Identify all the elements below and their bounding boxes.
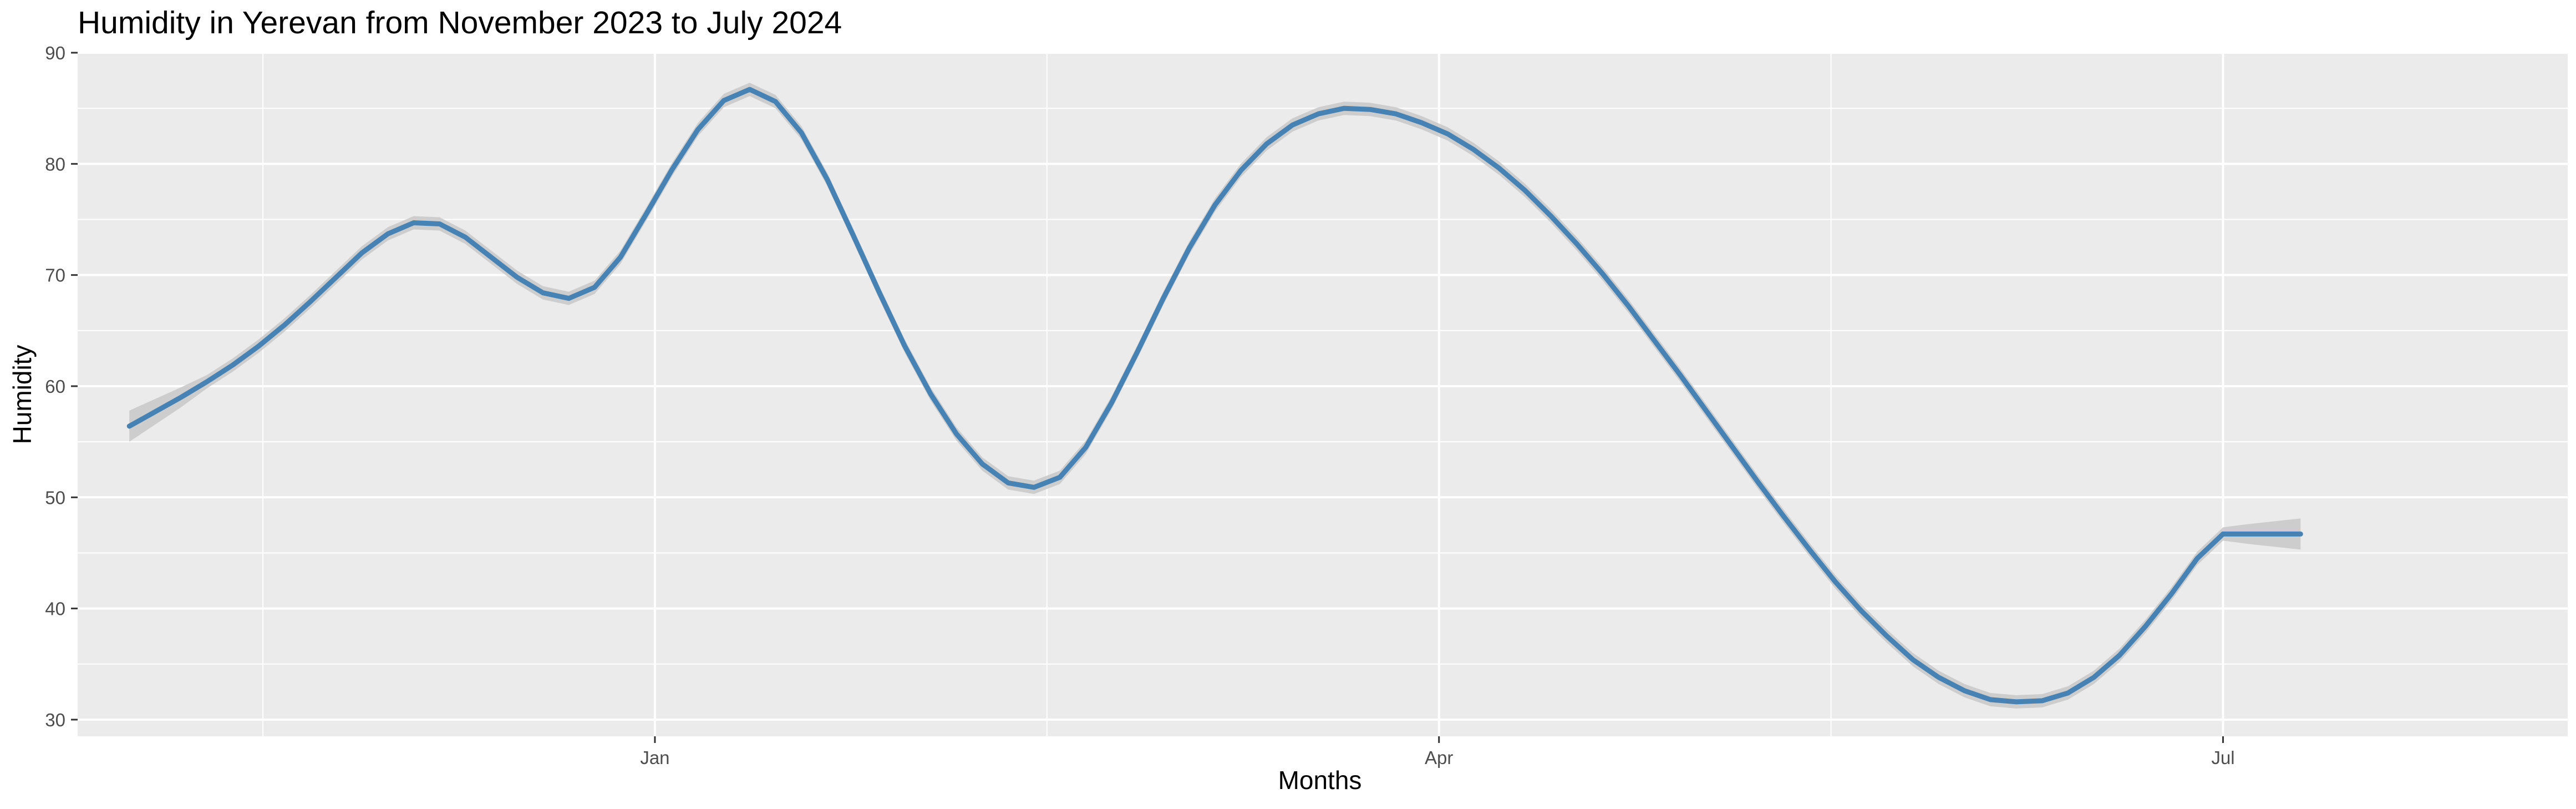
- y-axis: 30 40 50 60 70 80 90: [45, 43, 78, 730]
- data-point: [1809, 549, 1810, 550]
- data-point: [749, 89, 750, 90]
- data-point: [1990, 699, 1991, 700]
- y-tick-label: 80: [45, 154, 65, 174]
- data-point: [310, 301, 311, 302]
- data-point: [1473, 149, 1474, 150]
- data-point: [1525, 190, 1526, 191]
- data-point: [878, 291, 879, 292]
- series-line-layer: [126, 87, 2303, 705]
- plot-panel: [78, 53, 2568, 736]
- grid: [78, 52, 2568, 736]
- data-point: [129, 426, 130, 427]
- y-tick-label: 60: [45, 376, 65, 397]
- data-point: [2067, 692, 2068, 693]
- x-tick-label: Jul: [2211, 747, 2234, 768]
- x-tick-label: Jan: [640, 747, 669, 768]
- data-point: [1189, 248, 1190, 249]
- data-point: [1654, 340, 1655, 341]
- x-tick-label: Apr: [1425, 747, 1453, 768]
- y-tick-label: 30: [45, 710, 65, 730]
- x-axis: Jan Apr Jul: [640, 736, 2235, 768]
- y-axis-title: Humidity: [8, 345, 37, 444]
- chart-title: Humidity in Yerevan from November 2023 t…: [78, 5, 842, 41]
- data-point: [1137, 351, 1138, 352]
- data-point: [1085, 447, 1086, 448]
- humidity-series-line: [126, 87, 2303, 705]
- x-axis-title: Months: [1278, 766, 1362, 795]
- data-point: [1861, 610, 1862, 611]
- y-tick-label: 90: [45, 43, 65, 63]
- y-tick-label: 50: [45, 487, 65, 508]
- y-tick-label: 40: [45, 599, 65, 619]
- data-point: [568, 298, 569, 299]
- data-point: [672, 169, 673, 170]
- data-point: [1964, 690, 1965, 691]
- data-point: [1499, 168, 1500, 169]
- y-tick-label: 70: [45, 265, 65, 286]
